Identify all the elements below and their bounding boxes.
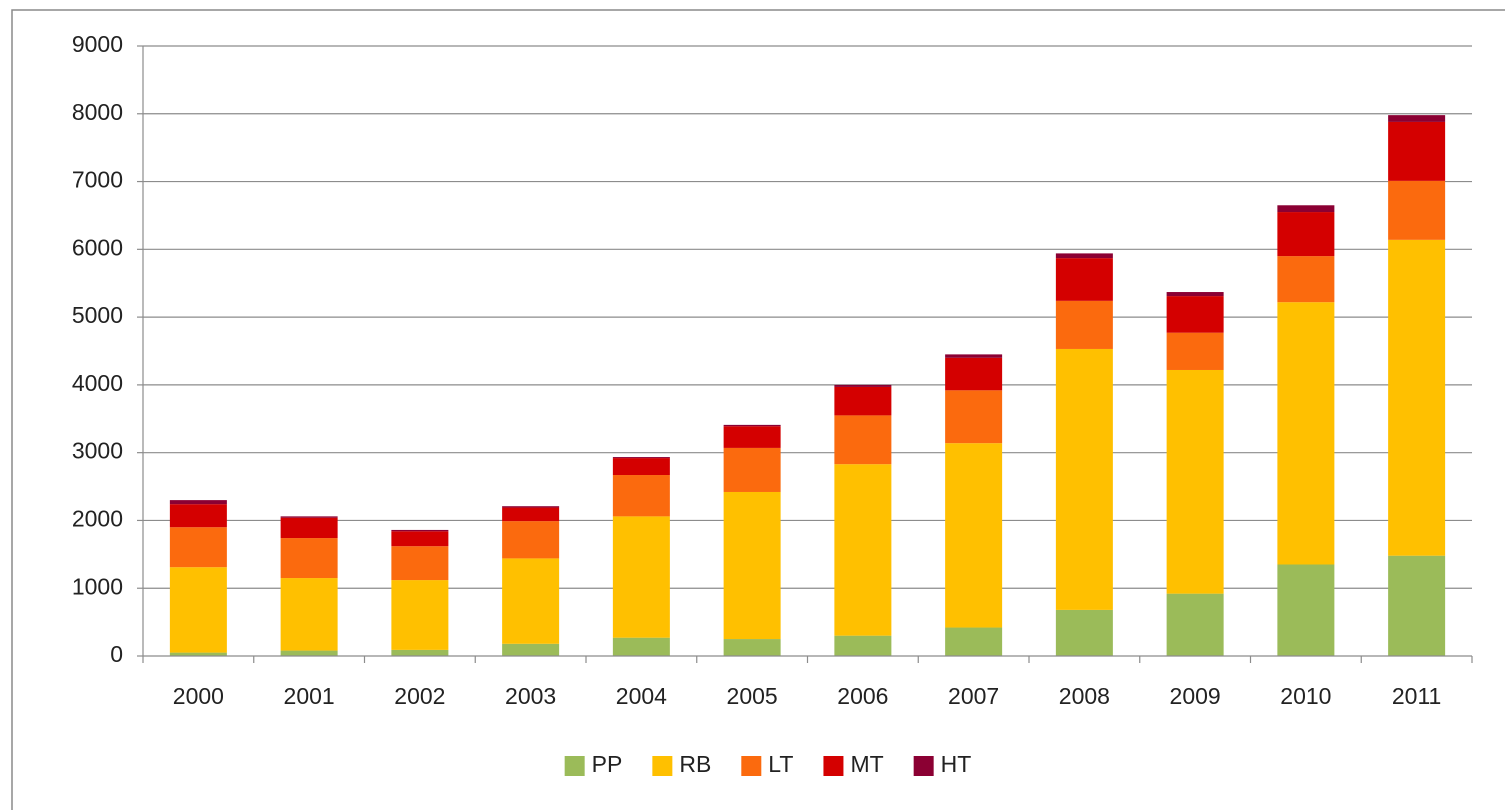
bar-segment — [1388, 239, 1446, 556]
bar-segment — [502, 521, 560, 559]
bar-segment — [1055, 609, 1113, 656]
bar-segment — [612, 637, 670, 656]
legend-swatch — [652, 756, 673, 776]
bar-segment — [723, 491, 781, 640]
bar-segment — [723, 424, 781, 427]
x-tick-label: 2000 — [173, 683, 224, 709]
bar-segment — [391, 531, 449, 547]
bar-segment — [169, 504, 227, 528]
bar-segment — [1055, 348, 1113, 610]
y-tick-label: 2000 — [72, 506, 123, 532]
legend-label: RB — [679, 751, 711, 777]
bar-segment — [280, 517, 338, 539]
legend-swatch — [823, 756, 844, 776]
bar-segment — [612, 475, 670, 517]
x-tick-label: 2002 — [394, 683, 445, 709]
bar-segment — [169, 527, 227, 568]
bar-segment — [169, 567, 227, 653]
bar-segment — [1277, 302, 1335, 565]
legend-swatch — [741, 756, 762, 776]
legend-swatch — [913, 756, 934, 776]
y-tick-label: 3000 — [72, 438, 123, 464]
bar-segment — [280, 578, 338, 651]
x-tick-label: 2007 — [948, 683, 999, 709]
x-tick-label: 2011 — [1392, 683, 1441, 709]
bar-segment — [834, 464, 892, 636]
bar-segment — [1055, 258, 1113, 301]
x-tick-label: 2004 — [616, 683, 667, 709]
bar-segment — [1166, 332, 1224, 370]
legend-label: MT — [850, 751, 883, 777]
y-tick-label: 8000 — [72, 99, 123, 125]
x-tick-label: 2008 — [1059, 683, 1110, 709]
bar-segment — [612, 457, 670, 459]
bar-segment — [1055, 300, 1113, 349]
x-tick-label: 2001 — [284, 683, 335, 709]
y-tick-label: 7000 — [72, 167, 123, 193]
bar-segment — [834, 386, 892, 416]
bar-segment — [945, 390, 1003, 444]
legend-label: PP — [592, 751, 623, 777]
bar-segment — [1277, 212, 1335, 257]
bar-segment — [1388, 121, 1446, 181]
bar-segment — [945, 354, 1003, 358]
bar-segment — [391, 649, 449, 656]
bar-segment — [169, 500, 227, 505]
bar-segment — [723, 639, 781, 656]
bar-segment — [169, 652, 227, 656]
y-tick-label: 6000 — [72, 234, 123, 260]
y-tick-label: 4000 — [72, 370, 123, 396]
bar-segment — [502, 506, 560, 508]
bar-segment — [1055, 253, 1113, 259]
bar-segment — [834, 415, 892, 465]
y-tick-label: 9000 — [72, 31, 123, 57]
bar-segment — [945, 357, 1003, 391]
legend-swatch — [564, 756, 585, 776]
bar-segment — [1166, 292, 1224, 297]
x-tick-label: 2005 — [727, 683, 778, 709]
bar-segment — [502, 558, 560, 644]
bar-segment — [834, 635, 892, 656]
bar-segment — [834, 384, 892, 387]
bar-segment — [1277, 256, 1335, 303]
bar-segment — [1277, 564, 1335, 656]
bar-segment — [280, 538, 338, 579]
x-tick-label: 2010 — [1280, 683, 1331, 709]
y-tick-label: 0 — [110, 641, 123, 667]
bar-segment — [945, 443, 1003, 628]
bar-segment — [1166, 593, 1224, 656]
bar-segment — [391, 580, 449, 650]
bar-segment — [945, 627, 1003, 656]
x-tick-label: 2009 — [1170, 683, 1221, 709]
bar-segment — [1277, 205, 1335, 213]
legend-label: LT — [768, 751, 793, 777]
bar-segment — [723, 426, 781, 448]
bar-segment — [391, 546, 449, 581]
bar-segment — [280, 516, 338, 518]
bar-segment — [1166, 296, 1224, 333]
bar-segment — [1166, 369, 1224, 594]
y-tick-label: 5000 — [72, 302, 123, 328]
x-tick-label: 2006 — [837, 683, 888, 709]
bar-segment — [612, 458, 670, 476]
bar-segment — [1388, 555, 1446, 656]
bar-segment — [612, 516, 670, 638]
bar-segment — [1388, 180, 1446, 240]
bar-segment — [1388, 115, 1446, 122]
x-tick-label: 2003 — [505, 683, 556, 709]
bar-segment — [502, 507, 560, 522]
bar-segment — [502, 643, 560, 656]
legend-label: HT — [941, 751, 972, 777]
bar-segment — [391, 529, 449, 532]
legend: PP RB LT MT HT — [564, 751, 972, 777]
bar-segment — [723, 447, 781, 492]
y-tick-label: 1000 — [72, 573, 123, 599]
chart-border — [11, 9, 1505, 810]
bar-segment — [280, 650, 338, 656]
